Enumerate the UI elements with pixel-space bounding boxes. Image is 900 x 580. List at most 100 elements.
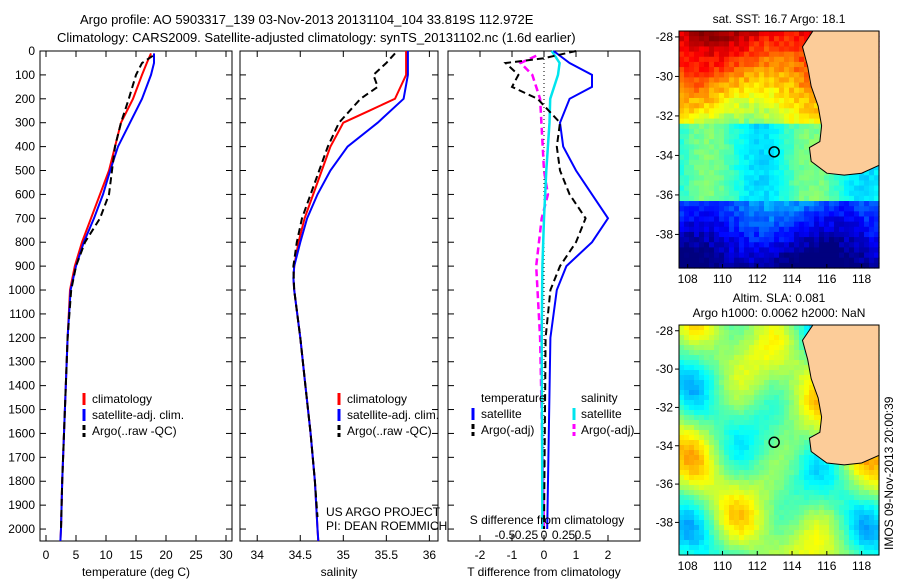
map-cell — [719, 77, 725, 84]
map-cell — [699, 164, 705, 171]
map-cell — [709, 330, 715, 336]
map-cell — [739, 490, 745, 496]
map-cell — [749, 216, 755, 223]
map-cell — [769, 475, 775, 481]
map-cell — [804, 144, 810, 151]
map-cell — [704, 216, 710, 223]
map-cell — [699, 335, 705, 341]
map-cell — [764, 257, 770, 264]
map-cell — [789, 450, 795, 456]
map-cell — [719, 490, 725, 496]
map-cell — [709, 164, 715, 171]
map-cell — [704, 430, 710, 436]
map-cell — [684, 144, 690, 151]
map-cell — [709, 216, 715, 223]
map-cell — [719, 97, 725, 104]
map-cell — [729, 490, 735, 496]
map-cell — [774, 455, 780, 461]
map-cell — [749, 87, 755, 94]
map-cell — [744, 67, 750, 73]
map-cell — [764, 149, 770, 156]
map-cell — [729, 435, 735, 441]
map-cell — [694, 455, 700, 461]
map-cell — [799, 540, 805, 546]
map-cell — [794, 164, 800, 171]
map-cell — [709, 195, 715, 202]
map-cell — [854, 490, 860, 496]
map-cell — [689, 231, 695, 238]
map-cell — [689, 480, 695, 486]
y-tick-label: 0 — [28, 44, 35, 58]
map-cell — [679, 405, 685, 411]
map-cell — [864, 231, 870, 238]
map-cell — [839, 520, 845, 526]
map-cell — [764, 175, 770, 182]
map-cell — [869, 195, 875, 202]
map-cell — [694, 535, 700, 541]
map-cell — [724, 415, 730, 421]
map-cell — [759, 195, 765, 202]
map-cell — [689, 475, 695, 481]
map-cell — [824, 175, 830, 182]
map-cell — [754, 365, 760, 371]
map-cell — [714, 180, 720, 187]
map-cell — [779, 247, 785, 254]
map-cell — [814, 485, 820, 491]
map-cell — [789, 247, 795, 254]
map-cell — [689, 31, 695, 37]
map-cell — [704, 435, 710, 441]
map-cell — [689, 355, 695, 361]
map-cell — [749, 257, 755, 264]
map-cell — [684, 460, 690, 466]
map-cell — [734, 505, 740, 511]
map-cell — [804, 149, 810, 156]
map-cell — [849, 485, 855, 491]
map-cell — [774, 405, 780, 411]
map-cell — [774, 390, 780, 396]
map-cell — [684, 247, 690, 254]
map-cell — [709, 505, 715, 511]
map-cell — [764, 515, 770, 521]
map-cell — [699, 221, 705, 228]
map-cell — [754, 134, 760, 140]
map-cell — [799, 415, 805, 421]
map-cell — [729, 128, 735, 135]
map-cell — [734, 82, 740, 89]
map-cell — [724, 450, 730, 456]
map-cell — [734, 216, 740, 223]
map-cell — [864, 211, 870, 218]
map-cell — [759, 61, 765, 68]
map-cell — [694, 360, 700, 366]
map-cell — [699, 355, 705, 361]
map-cell — [769, 550, 775, 556]
map-cell — [744, 425, 750, 431]
map-cell — [794, 385, 800, 391]
map-cell — [709, 390, 715, 396]
map-cell — [769, 390, 775, 396]
map-cell — [699, 257, 705, 264]
map-cell — [784, 216, 790, 223]
map-cell — [789, 237, 795, 243]
map-cell — [694, 495, 700, 501]
map-cell — [684, 118, 690, 125]
map-cell — [704, 252, 710, 259]
map-cell — [864, 465, 870, 471]
map-cell — [824, 535, 830, 541]
map-cell — [769, 82, 775, 89]
sst-map: 108 110 112 114 116 118-28-30-32-34-36-38sat.… — [656, 12, 880, 286]
map-cell — [714, 420, 720, 426]
map-cell — [799, 500, 805, 506]
map-cell — [749, 128, 755, 135]
map-cell — [704, 515, 710, 521]
map-cell — [864, 540, 870, 546]
map-cell — [839, 180, 845, 187]
map-cell — [869, 515, 875, 521]
map-cell — [679, 430, 685, 436]
map-cell — [759, 154, 765, 161]
map-cell — [789, 385, 795, 391]
map-cell — [704, 87, 710, 94]
map-cell — [779, 108, 785, 115]
map-cell — [809, 216, 815, 223]
map-cell — [714, 540, 720, 546]
map-cell — [854, 505, 860, 511]
